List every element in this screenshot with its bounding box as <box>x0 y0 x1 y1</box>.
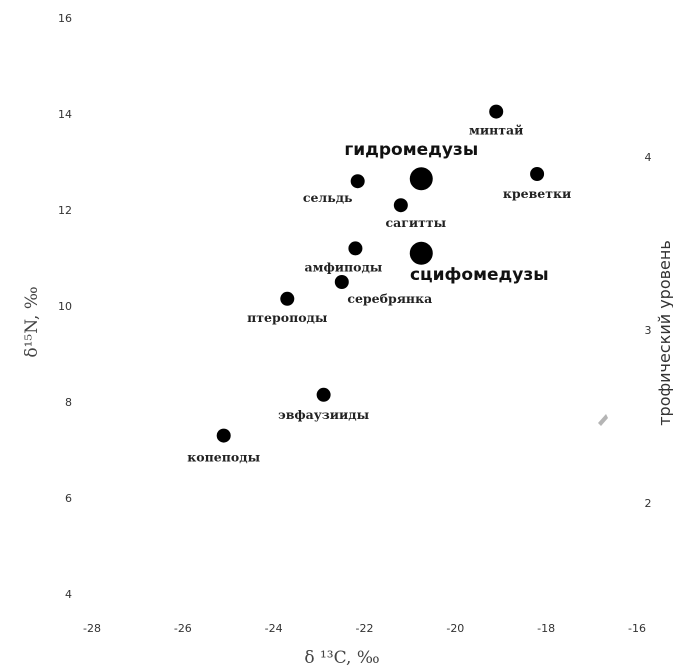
data-point <box>348 241 363 256</box>
data-point <box>409 241 433 265</box>
data-point <box>489 104 504 119</box>
y-tick-label: 10 <box>58 300 72 313</box>
x-tick-label: -20 <box>446 622 464 635</box>
y2-tick-label: 4 <box>645 151 652 164</box>
y-tick-label: 8 <box>65 396 72 409</box>
y-tick-label: 16 <box>58 12 72 25</box>
point-label: амфиподы <box>304 259 382 274</box>
x-tick-label: -18 <box>537 622 555 635</box>
point-label: сцифомедузы <box>410 265 549 285</box>
data-point <box>334 275 349 289</box>
artifact-mark <box>598 414 608 426</box>
x-tick-label: -24 <box>265 622 283 635</box>
point-label: копеподы <box>187 450 260 465</box>
y-tick-label: 4 <box>65 588 72 601</box>
data-point <box>409 167 433 191</box>
point-label: сагитты <box>385 215 446 230</box>
x-tick-label: -26 <box>174 622 192 635</box>
point-label: птероподы <box>247 310 328 325</box>
y-tick-label: 14 <box>58 108 72 121</box>
x-axis-ticks: -28 -26 -24 -22 -20 -18 -16 <box>83 622 646 635</box>
y2-tick-label: 2 <box>645 497 652 510</box>
secondary-y-axis-ticks: 2 3 4 <box>645 151 652 510</box>
secondary-y-axis-title: трофический уровень <box>655 240 673 426</box>
y2-tick-label: 3 <box>645 324 652 337</box>
point-label: минтай <box>469 123 523 138</box>
point-label: эвфаузииды <box>278 407 370 422</box>
x-axis-title: δ ¹³C, ‰ <box>304 648 379 668</box>
data-points <box>216 104 545 443</box>
point-label: креветки <box>503 186 571 201</box>
y-tick-label: 6 <box>65 492 72 505</box>
y-tick-label: 12 <box>58 204 72 217</box>
data-point <box>216 428 231 443</box>
point-labels: копеподы эвфаузииды птероподы серебрянка амф… <box>187 123 571 465</box>
point-label: гидромедузы <box>344 140 478 160</box>
y-axis-ticks: 4 6 8 10 12 14 16 <box>58 12 72 601</box>
data-point <box>530 167 545 181</box>
data-point <box>316 387 331 402</box>
data-point <box>280 291 295 306</box>
x-tick-label: -22 <box>356 622 374 635</box>
y-axis-title: δ¹⁵N, ‰ <box>22 286 42 357</box>
x-tick-label: -16 <box>628 622 646 635</box>
data-point <box>350 174 365 189</box>
point-label: сельдь <box>303 190 353 205</box>
point-label: серебрянка <box>347 291 432 306</box>
data-point <box>393 198 408 213</box>
x-tick-label: -28 <box>83 622 101 635</box>
